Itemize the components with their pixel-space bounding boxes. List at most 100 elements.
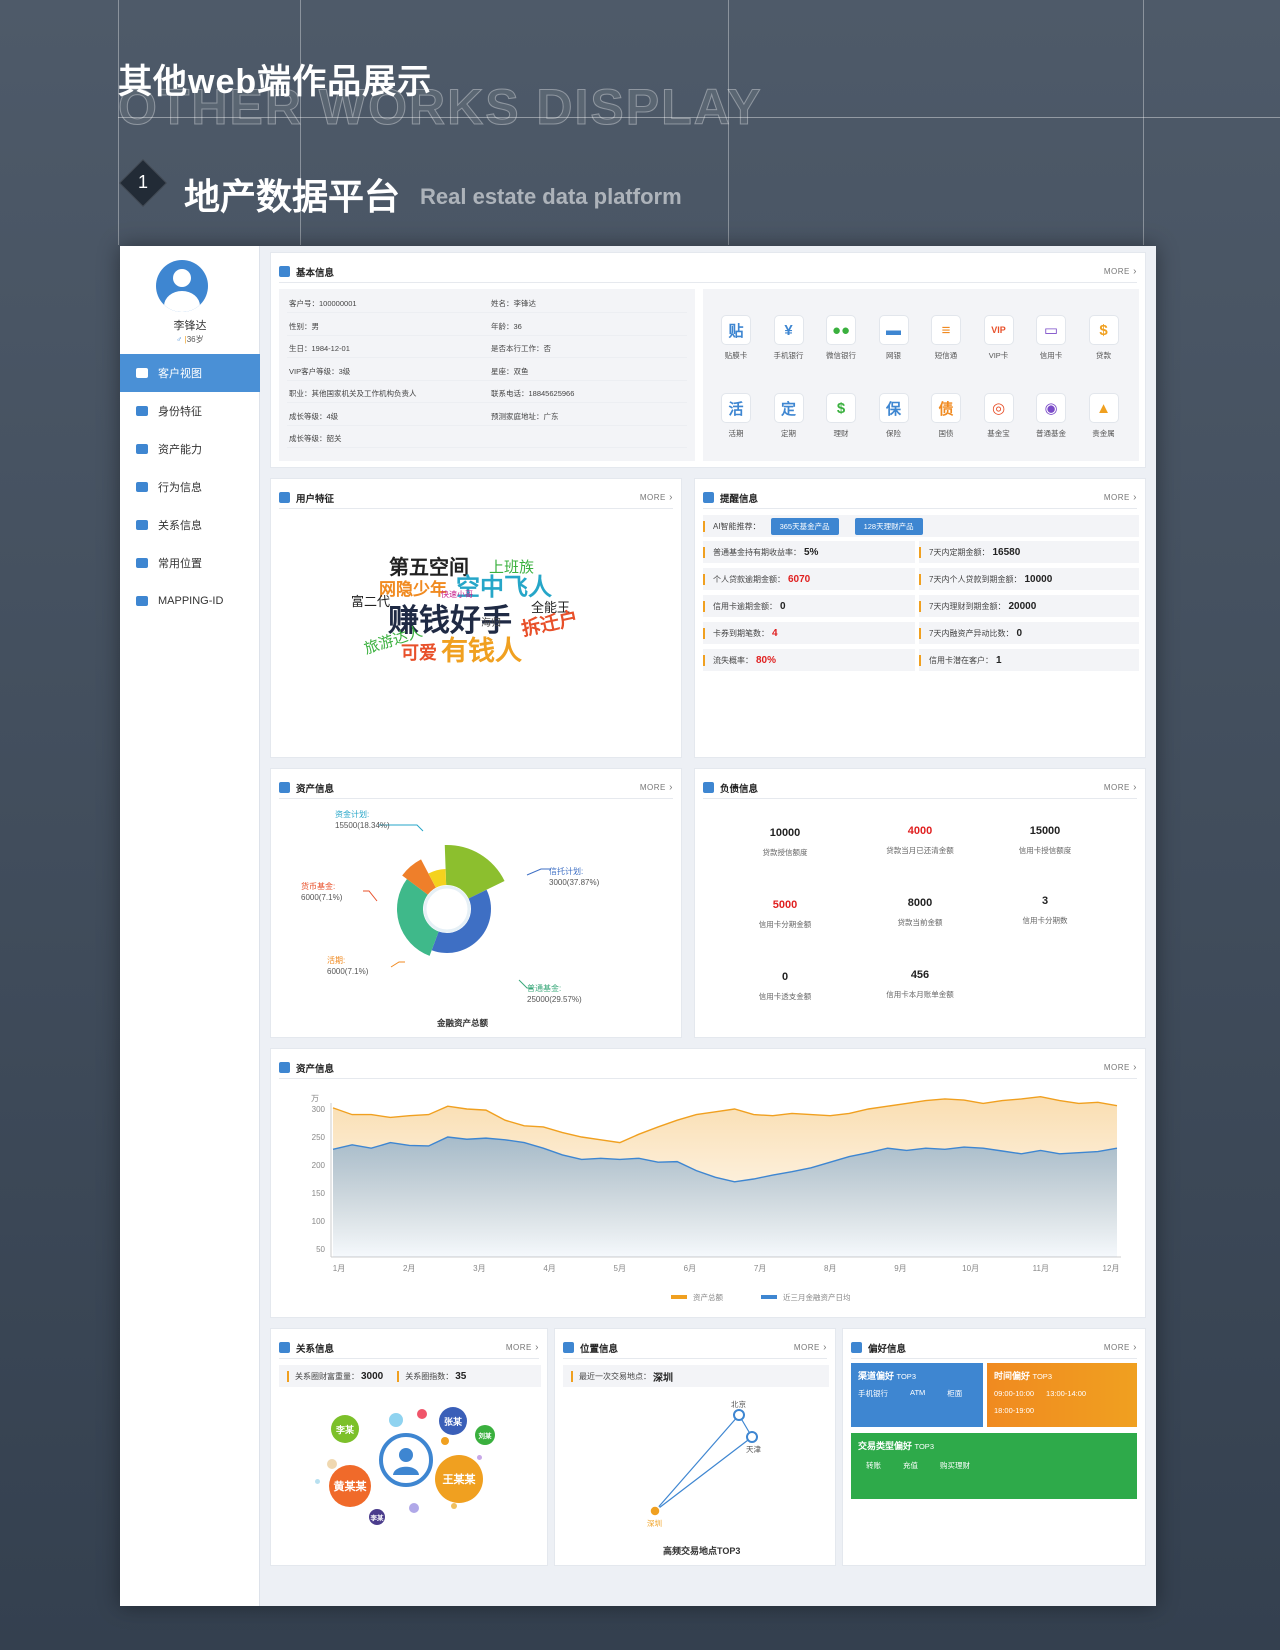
more-link[interactable]: MORE bbox=[640, 782, 673, 793]
pref-item: 充值 bbox=[903, 1461, 918, 1470]
pie-label-value: 25000(29.57%) bbox=[527, 995, 582, 1004]
section-title: 地产数据平台 bbox=[184, 176, 401, 217]
sidebar-item[interactable]: 身份特征 bbox=[120, 392, 260, 430]
ai-label: AI智能推荐： bbox=[713, 521, 761, 531]
person-bubble[interactable]: 李某 bbox=[369, 1509, 385, 1525]
service-icon: ≡ bbox=[931, 315, 961, 345]
last-trade-value: 深圳 bbox=[653, 1372, 673, 1384]
more-link[interactable]: MORE bbox=[1104, 1062, 1137, 1073]
debt-metric: 5000 信用卡分期金额 bbox=[725, 899, 845, 930]
sidebar-item[interactable]: MAPPING-ID bbox=[120, 582, 260, 620]
service-icon: 定 bbox=[773, 393, 804, 423]
person-bubble[interactable]: 王某某 bbox=[435, 1455, 483, 1503]
ai-tag-button[interactable]: 365天基金产品 bbox=[770, 517, 839, 535]
basic-field: VIP客户等级：3级 bbox=[289, 366, 351, 376]
pie-label-name: 普通基金: bbox=[527, 984, 562, 993]
field-row bbox=[287, 426, 687, 448]
service-item[interactable]: ◉ 普通基金 bbox=[1026, 393, 1076, 439]
debt-value: 4000 bbox=[907, 825, 933, 837]
sidebar: 李锋达 ♂ |36岁 客户视图 身份特征 资产能力 行为信息 关系信息 常用位置 MAPPI… bbox=[120, 246, 260, 1606]
basic-field: 客户号：100000001 bbox=[289, 299, 357, 308]
field-row bbox=[287, 291, 687, 313]
service-item[interactable]: $ 理财 bbox=[816, 393, 866, 439]
id-card-icon bbox=[136, 406, 148, 416]
more-link[interactable]: MORE bbox=[506, 1342, 539, 1353]
relation-dot bbox=[477, 1455, 482, 1460]
location-pin-icon bbox=[563, 1342, 574, 1353]
debt-value: 3 bbox=[1041, 895, 1049, 907]
sidebar-item-label: 资产能力 bbox=[158, 444, 202, 456]
location-map bbox=[649, 1409, 758, 1517]
person-bubble[interactable]: 黄某某 bbox=[329, 1465, 371, 1507]
field-row bbox=[287, 404, 687, 426]
heart-icon bbox=[851, 1342, 862, 1353]
card-title: 位置信息 bbox=[580, 1343, 619, 1355]
word-tag: 富二代 bbox=[351, 594, 391, 609]
reminder-label: 信用卡逾期金额： bbox=[713, 601, 777, 611]
relation-dot bbox=[441, 1437, 449, 1445]
field-row bbox=[287, 336, 687, 358]
field-row bbox=[287, 359, 687, 381]
sidebar-item-label: MAPPING-ID bbox=[158, 595, 224, 607]
user-avatar-icon[interactable] bbox=[156, 260, 208, 312]
pie-slice[interactable] bbox=[444, 845, 505, 899]
pie-slice[interactable] bbox=[431, 889, 491, 953]
service-item[interactable]: ●● 微信银行 bbox=[816, 315, 866, 361]
sidebar-item[interactable]: 关系信息 bbox=[120, 506, 260, 544]
debt-metric: 4000 贷款当月已还清金额 bbox=[860, 825, 980, 856]
debt-value: 5000 bbox=[772, 899, 798, 911]
more-link[interactable]: MORE bbox=[640, 492, 673, 503]
service-item[interactable]: ≡ 短信通 bbox=[921, 315, 971, 361]
ai-tag-button[interactable]: 128天理财产品 bbox=[854, 517, 923, 535]
service-item[interactable]: ¥ 手机银行 bbox=[764, 315, 814, 361]
city-label: 深圳 bbox=[647, 1519, 662, 1528]
sidebar-item[interactable]: 常用位置 bbox=[120, 544, 260, 582]
pie-label-name: 活期: bbox=[327, 956, 346, 965]
pie-slice[interactable] bbox=[402, 859, 436, 895]
header-bg-text: OTHER WORKS DISPLAY bbox=[118, 79, 763, 136]
more-link[interactable]: MORE bbox=[1104, 1342, 1137, 1353]
relation-stats: 关系圈财富重量： 3000 关系圈指数： 35 bbox=[279, 1365, 541, 1387]
sidebar-item[interactable]: 资产能力 bbox=[120, 430, 260, 468]
service-item[interactable]: 贴贴膜卡 bbox=[711, 315, 761, 361]
more-link[interactable]: MORE bbox=[1104, 782, 1137, 793]
service-item[interactable]: ▲ 贵金属 bbox=[1079, 393, 1129, 439]
debt-icon bbox=[703, 782, 714, 793]
asset-info-card: 资产信息 MORE 金融资产总额 资金计划: 15500(18.34%) 信托计划: 3… bbox=[270, 768, 682, 1038]
sidebar-item[interactable]: 行为信息 bbox=[120, 468, 260, 506]
service-item[interactable]: 债国债 bbox=[921, 393, 971, 439]
debt-metric: 0 信用卡透支金额 bbox=[725, 971, 845, 1002]
service-item[interactable]: 活活期 bbox=[711, 393, 761, 439]
pie-slice[interactable] bbox=[428, 869, 447, 888]
location-caption: 高频交易地点TOP3 bbox=[663, 1546, 741, 1556]
service-icon: $ bbox=[1088, 315, 1119, 345]
more-link[interactable]: MORE bbox=[794, 1342, 827, 1353]
sidebar-item[interactable]: 客户视图 bbox=[120, 354, 260, 392]
pie-slice[interactable] bbox=[397, 879, 439, 956]
city-dot bbox=[746, 1431, 758, 1443]
reminder-row: 信用卡逾期金额： 0 bbox=[703, 595, 915, 617]
more-link[interactable]: MORE bbox=[1104, 266, 1137, 277]
x-tick-label: 10月 bbox=[962, 1264, 979, 1273]
service-item[interactable]: ▭ 信用卡 bbox=[1026, 315, 1076, 361]
person-bubble[interactable]: 刘某 bbox=[475, 1425, 495, 1445]
word-tag: 全能王 bbox=[531, 600, 571, 615]
card-header: 基本信息 MORE bbox=[279, 261, 1137, 283]
more-link[interactable]: MORE bbox=[1104, 492, 1137, 503]
service-item[interactable]: $ 贷款 bbox=[1079, 315, 1129, 361]
legend-label: 近三月金融资产日均 bbox=[783, 1292, 851, 1302]
field-row bbox=[287, 381, 687, 403]
pie-label-value: 15500(18.34%) bbox=[335, 821, 390, 830]
service-label: 定期 bbox=[781, 429, 796, 438]
pie-label-name: 信托计划: bbox=[549, 867, 584, 876]
person-bubble[interactable]: 张某 bbox=[439, 1407, 467, 1435]
service-item[interactable]: ▬ 网银 bbox=[869, 315, 919, 361]
service-item[interactable]: VIP VIP卡 bbox=[974, 315, 1024, 361]
service-item[interactable]: 保保险 bbox=[869, 393, 919, 439]
service-item[interactable]: 定定期 bbox=[764, 393, 814, 439]
center-user-icon[interactable] bbox=[379, 1433, 433, 1487]
person-bubble[interactable]: 李某 bbox=[331, 1415, 359, 1443]
service-item[interactable]: ◎ 基金宝 bbox=[974, 393, 1024, 439]
service-icon: VIP bbox=[983, 315, 1014, 345]
stat-value: 35 bbox=[455, 1370, 467, 1382]
